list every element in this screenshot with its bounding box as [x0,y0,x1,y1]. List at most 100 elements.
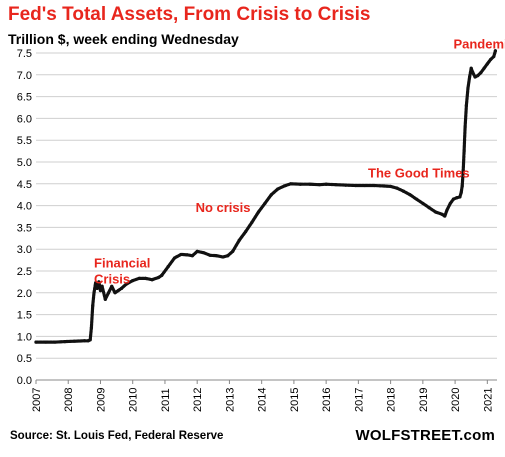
data-point [482,66,486,70]
data-point [97,280,101,284]
data-point [466,86,470,90]
y-tick-label: 3.5 [17,222,32,234]
data-point [110,284,114,288]
data-point [166,265,170,269]
data-point [372,183,377,188]
data-point [195,249,199,253]
data-point [488,57,493,62]
y-tick-label: 2.0 [17,288,32,300]
annotation-label: The Good Times [368,165,470,180]
data-point [463,125,467,129]
data-point [448,201,452,206]
data-point [221,255,225,259]
data-point [243,230,248,234]
data-point [116,289,120,293]
data-point [445,208,449,212]
data-point [459,190,463,195]
x-tick-label: 2009 [95,388,107,412]
data-point [479,71,483,75]
data-point [173,256,177,260]
data-point [464,103,468,107]
x-tick-label: 2017 [353,388,365,412]
data-point [263,201,267,206]
data-point [53,340,57,344]
x-tick-label: 2015 [289,388,301,412]
data-point [94,281,98,285]
data-point [334,183,338,187]
y-tick-label: 3.0 [17,244,32,256]
y-tick-label: 5.5 [17,135,32,147]
data-point [458,195,462,199]
data-point [44,340,48,344]
x-tick-label: 2011 [160,388,172,412]
annotation-label: Financial [94,256,150,271]
y-tick-label: 1.5 [17,310,32,322]
data-point [421,201,425,206]
data-point [63,340,67,344]
x-tick-label: 2021 [482,388,494,412]
y-tick-label: 7.5 [17,48,32,60]
y-tick-label: 0.5 [17,353,32,365]
data-point [282,184,286,188]
data-point [179,252,183,257]
data-point [473,75,477,79]
data-point [289,182,293,186]
data-point [492,54,496,59]
data-point [276,187,280,191]
data-point [88,338,92,342]
brand-logo: WOLFSTREET.com [355,427,495,444]
x-tick-label: 2020 [450,388,462,412]
data-point [256,210,261,214]
data-point [389,184,393,189]
data-point [150,278,154,282]
y-tick-label: 7.0 [17,70,32,82]
data-point [455,196,459,200]
data-point [208,253,212,257]
x-tick-label: 2014 [257,388,269,412]
data-point [106,291,111,295]
data-point [324,182,328,186]
data-point [82,339,86,343]
data-point [493,49,497,53]
data-point [103,297,107,301]
y-tick-label: 4.0 [17,201,32,213]
data-point [98,289,103,293]
y-tick-label: 2.5 [17,266,32,278]
data-point [476,74,480,78]
data-point [440,212,444,216]
y-tick-label: 1.0 [17,331,32,343]
data-point [231,249,235,253]
data-point [427,206,431,210]
data-point [382,184,386,188]
data-point [434,210,438,214]
data-point [34,340,38,344]
x-tick-label: 2018 [386,388,398,412]
annotation-label: No crisis [196,200,251,215]
data-point [414,197,419,201]
data-point [250,220,254,224]
y-tick-label: 0.0 [17,375,32,387]
data-point [73,339,77,343]
data-point [318,183,322,187]
x-tick-label: 2010 [128,388,140,412]
annotation-label: Crisis [94,272,130,287]
data-point [119,286,124,291]
x-tick-label: 2008 [63,388,75,412]
data-point [485,62,489,66]
data-point [185,253,190,257]
y-tick-label: 6.0 [17,113,32,125]
data-point [363,183,367,188]
data-point [353,183,357,188]
data-point [95,286,99,291]
data-point [92,291,96,295]
data-point [467,75,472,79]
data-point [461,169,465,173]
source-note: Source: St. Louis Fed, Federal Reserve [10,430,224,442]
data-point [156,275,161,280]
data-point [395,186,399,190]
y-tick-label: 6.5 [17,92,32,104]
data-point [113,291,117,295]
data-point [462,149,466,153]
data-point [401,189,406,193]
